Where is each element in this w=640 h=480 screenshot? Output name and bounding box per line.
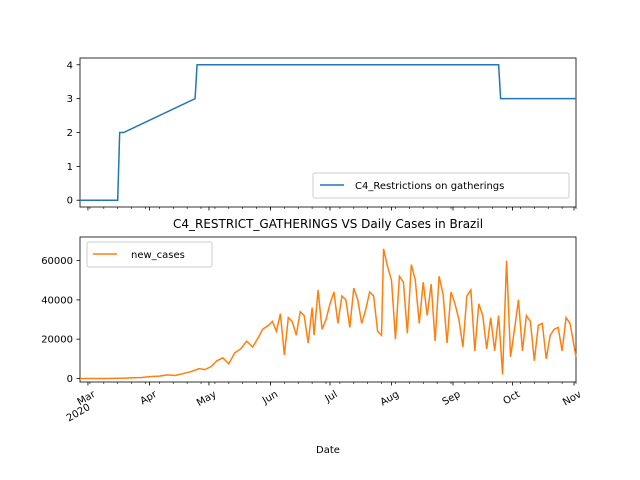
x-tick-label: Sep <box>441 389 463 408</box>
y-tick-label: 20000 <box>41 335 73 346</box>
chart-title: C4_RESTRICT_GATHERINGS VS Daily Cases in… <box>173 217 483 231</box>
bottom-y-ticks: 0 20000 40000 60000 <box>41 256 80 385</box>
y-tick-label: 1 <box>67 162 73 173</box>
top-legend-box <box>312 172 570 199</box>
bottom-legend: new_cases <box>86 241 213 268</box>
top-y-ticks: 0 1 2 3 4 <box>67 60 80 207</box>
x-tick-label: Jun <box>260 389 280 407</box>
x-tick-label: Apr <box>138 389 159 408</box>
x-axis-label: Date <box>316 445 340 456</box>
top-legend: C4_Restrictions on gatherings <box>312 172 570 199</box>
y-tick-label: 60000 <box>41 256 73 267</box>
y-tick-label: 0 <box>67 196 73 207</box>
bottom-legend-label: new_cases <box>131 250 185 261</box>
series-line-c4-restrictions <box>80 64 576 201</box>
bottom-axes-frame <box>79 236 577 383</box>
y-tick-label: 3 <box>67 94 73 105</box>
series-line-new-cases <box>80 248 577 380</box>
x-tick-label: Jul <box>323 389 340 405</box>
x-tick-label: Nov <box>561 389 583 408</box>
bottom-legend-box <box>86 241 213 268</box>
top-axes: 0 1 2 3 4 C4_Restrictions on gatherings <box>67 57 577 211</box>
top-x-ticks <box>87 207 577 211</box>
x-tick-label: Aug <box>379 389 401 408</box>
y-tick-label: 0 <box>67 374 73 385</box>
y-tick-label: 2 <box>67 128 73 139</box>
y-tick-label: 4 <box>67 60 73 71</box>
x-tick-label: Oct <box>502 389 523 407</box>
y-tick-label: 40000 <box>41 295 73 306</box>
x-tick-label: May <box>195 389 218 409</box>
top-legend-label: C4_Restrictions on gatherings <box>355 181 504 192</box>
